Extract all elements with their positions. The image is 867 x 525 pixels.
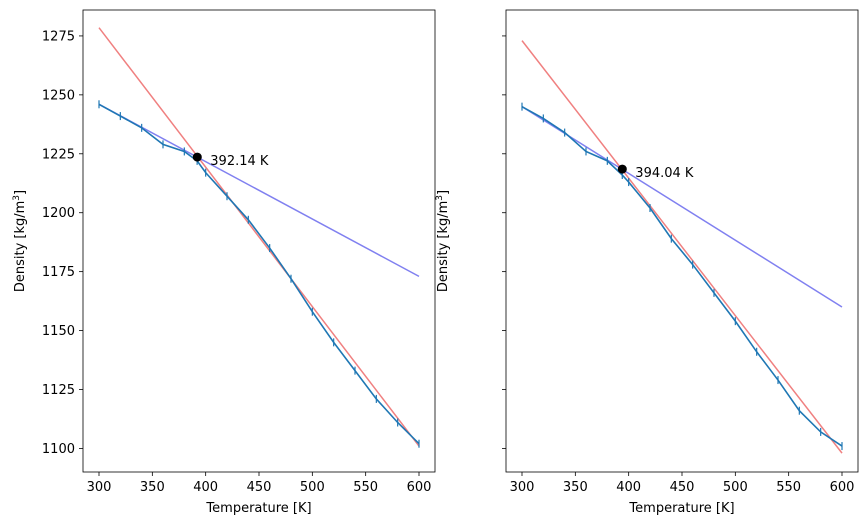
right-y-axis-label: Density [kg/m3] xyxy=(435,190,451,292)
right-x-axis-label: Temperature [K] xyxy=(628,501,734,516)
left-x-tick-label: 550 xyxy=(353,480,378,495)
right-x-tick-label: 550 xyxy=(776,480,801,495)
left-plot-lines xyxy=(98,27,420,448)
right-x-tick-label: 350 xyxy=(563,480,588,495)
left-y-axis-label: Density [kg/m3] xyxy=(12,190,28,292)
left-y-tick-label: 1125 xyxy=(42,383,75,398)
left-y-tick-label: 1200 xyxy=(42,206,75,221)
left-intersection-marker xyxy=(192,152,202,162)
left-x-tick-label: 450 xyxy=(247,480,272,495)
right-intersection-label: 394.04 K xyxy=(635,166,694,181)
right-plot-lines xyxy=(521,40,843,454)
right-fit-high-line xyxy=(521,40,843,454)
left-subplot: 300 350 400 450 500 550 600 1100 1125 1150 1175 120… xyxy=(12,9,436,516)
left-x-tick-label: 600 xyxy=(407,480,432,495)
left-x-tick-label: 300 xyxy=(87,480,112,495)
left-x-tick-label: 350 xyxy=(140,480,165,495)
right-x-tick-label: 300 xyxy=(510,480,535,495)
left-y-tick-label: 1275 xyxy=(42,29,75,44)
left-y-tick-label: 1250 xyxy=(42,88,75,103)
right-ticks: 300 350 400 450 500 550 600 xyxy=(502,35,855,495)
left-y-tick-label: 1150 xyxy=(42,324,75,339)
right-x-tick-label: 500 xyxy=(723,480,748,495)
left-axes-frame xyxy=(82,9,436,473)
left-fit-high-line xyxy=(98,27,420,447)
left-x-tick-label: 500 xyxy=(300,480,325,495)
left-y-tick-label: 1175 xyxy=(42,265,75,280)
right-intersection-marker xyxy=(617,164,627,174)
left-ticks: 300 350 400 450 500 550 600 1100 1125 1150 1175 120… xyxy=(42,29,432,495)
left-x-tick-label: 400 xyxy=(193,480,218,495)
right-x-tick-label: 450 xyxy=(670,480,695,495)
right-subplot: 300 350 400 450 500 550 600 Temperature [K] De… xyxy=(435,9,859,516)
left-x-axis-label: Temperature [K] xyxy=(205,501,311,516)
right-axes-frame xyxy=(505,9,859,473)
left-y-tick-label: 1225 xyxy=(42,147,75,162)
left-fit-low-line xyxy=(98,103,420,278)
left-intersection-label: 392.14 K xyxy=(210,154,269,169)
right-x-tick-label: 400 xyxy=(616,480,641,495)
right-x-tick-label: 600 xyxy=(830,480,855,495)
left-y-tick-label: 1100 xyxy=(42,442,75,457)
right-fit-low-line xyxy=(521,106,843,308)
